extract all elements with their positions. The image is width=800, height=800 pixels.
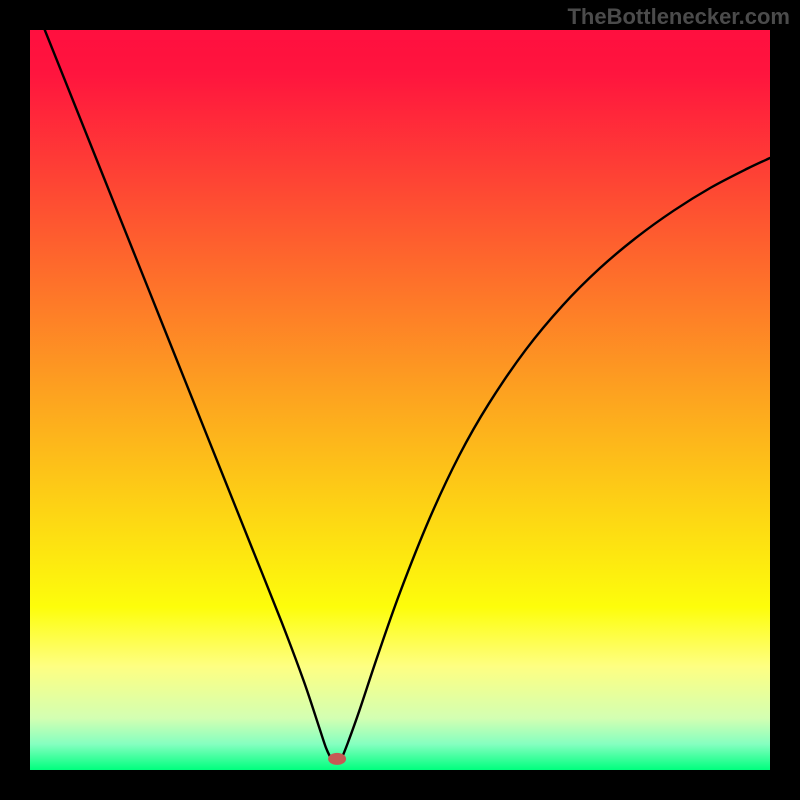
optimal-point-marker [328, 753, 346, 765]
bottleneck-chart [0, 0, 800, 800]
watermark-text: TheBottlenecker.com [567, 4, 790, 30]
chart-container: TheBottlenecker.com [0, 0, 800, 800]
chart-background [30, 30, 770, 770]
